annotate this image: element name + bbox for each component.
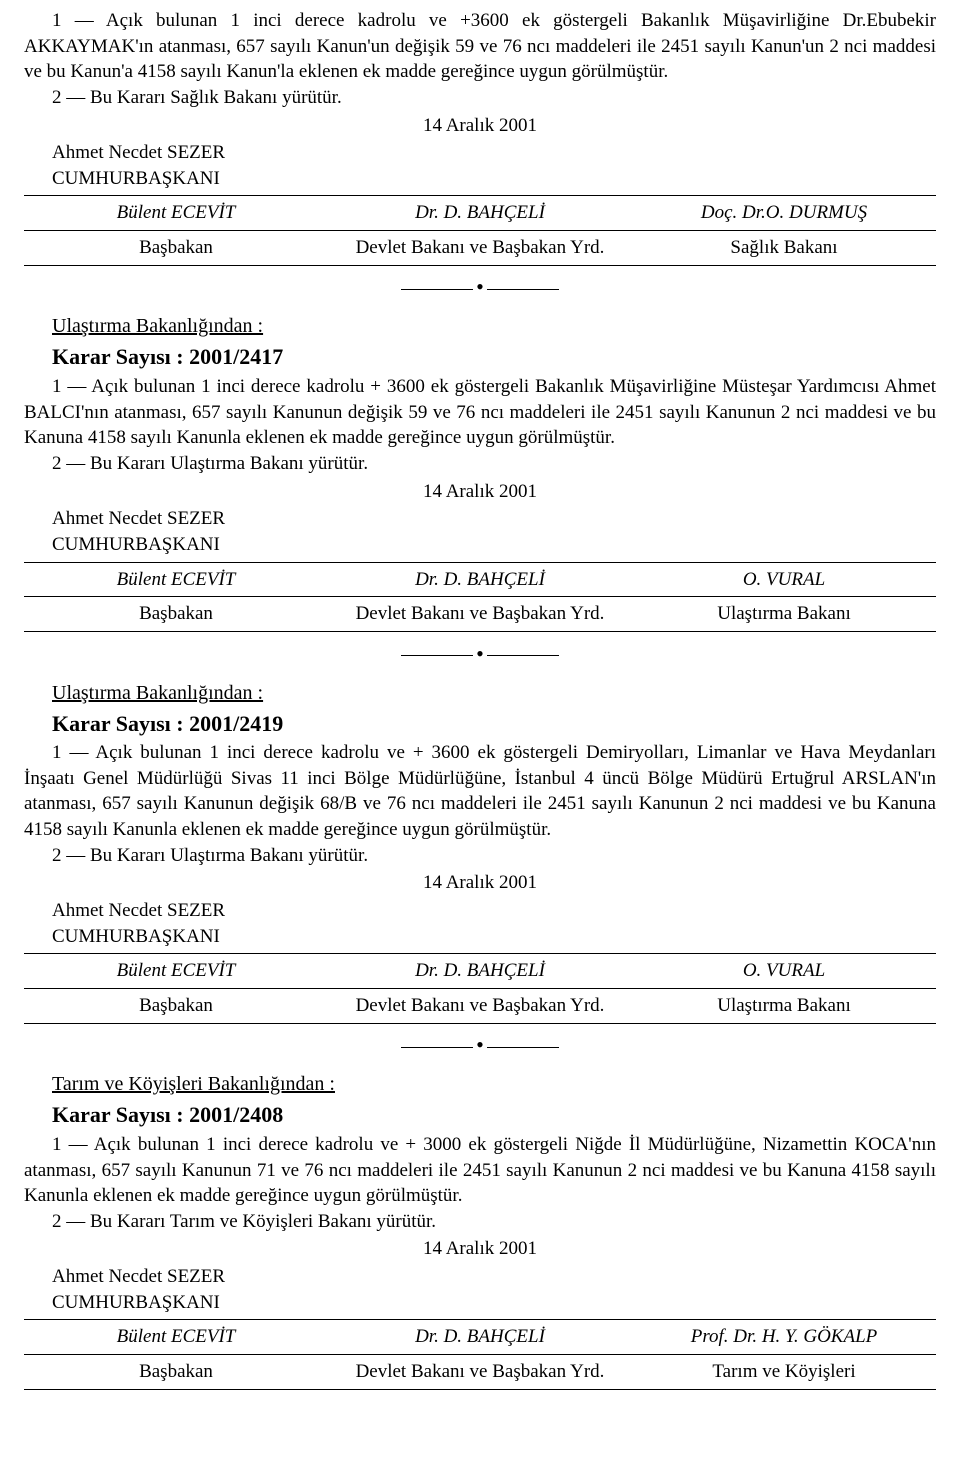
president-name: Ahmet Necdet SEZER bbox=[52, 506, 936, 532]
sign-col3-title: Tarım ve Köyişleri bbox=[632, 1355, 936, 1390]
president-name: Ahmet Necdet SEZER bbox=[52, 140, 936, 166]
ministry-heading: Tarım ve Köyişleri Bakanlığından : bbox=[52, 1071, 936, 1098]
separator: • bbox=[24, 1034, 936, 1060]
sign-col2-title: Devlet Bakanı ve Başbakan Yrd. bbox=[328, 597, 632, 632]
president-signature: Ahmet Necdet SEZER CUMHURBAŞKANI bbox=[52, 898, 936, 949]
signature-table: Bülent ECEVİT Dr. D. BAHÇELİ O. VURAL Ba… bbox=[24, 562, 936, 632]
karar-heading: Karar Sayısı : 2001/2408 bbox=[52, 1100, 936, 1130]
sign-col1-name: Bülent ECEVİT bbox=[24, 1320, 328, 1355]
president-signature: Ahmet Necdet SEZER CUMHURBAŞKANI bbox=[52, 140, 936, 191]
ministry-heading: Ulaştırma Bakanlığından : bbox=[52, 313, 936, 340]
president-name: Ahmet Necdet SEZER bbox=[52, 1264, 936, 1290]
signature-table: Bülent ECEVİT Dr. D. BAHÇELİ Doç. Dr.O. … bbox=[24, 195, 936, 265]
sign-col1-name: Bülent ECEVİT bbox=[24, 562, 328, 597]
decree-body: 1 — Açık bulunan 1 inci derece kadrolu v… bbox=[24, 1132, 936, 1209]
sign-col1-title: Başbakan bbox=[24, 597, 328, 632]
president-name: Ahmet Necdet SEZER bbox=[52, 898, 936, 924]
decree-date: 14 Aralık 2001 bbox=[24, 1236, 936, 1262]
sign-col3-name: Doç. Dr.O. DURMUŞ bbox=[632, 196, 936, 231]
karar-heading: Karar Sayısı : 2001/2419 bbox=[52, 709, 936, 739]
decree-date: 14 Aralık 2001 bbox=[24, 870, 936, 896]
sign-col3-title: Ulaştırma Bakanı bbox=[632, 988, 936, 1023]
signature-table: Bülent ECEVİT Dr. D. BAHÇELİ O. VURAL Ba… bbox=[24, 953, 936, 1023]
signature-table: Bülent ECEVİT Dr. D. BAHÇELİ Prof. Dr. H… bbox=[24, 1319, 936, 1389]
sign-col3-name: O. VURAL bbox=[632, 562, 936, 597]
decree-date: 14 Aralık 2001 bbox=[24, 113, 936, 139]
sign-col1-title: Başbakan bbox=[24, 1355, 328, 1390]
decree-date: 14 Aralık 2001 bbox=[24, 479, 936, 505]
decree-body: 1 — Açık bulunan 1 inci derece kadrolu v… bbox=[24, 8, 936, 85]
president-signature: Ahmet Necdet SEZER CUMHURBAŞKANI bbox=[52, 506, 936, 557]
sign-col3-name: O. VURAL bbox=[632, 954, 936, 989]
sign-col1-name: Bülent ECEVİT bbox=[24, 954, 328, 989]
sign-col3-title: Ulaştırma Bakanı bbox=[632, 597, 936, 632]
sign-col2-name: Dr. D. BAHÇELİ bbox=[328, 196, 632, 231]
sign-col2-title: Devlet Bakanı ve Başbakan Yrd. bbox=[328, 988, 632, 1023]
karar-heading: Karar Sayısı : 2001/2417 bbox=[52, 342, 936, 372]
separator: • bbox=[24, 642, 936, 668]
separator: • bbox=[24, 276, 936, 302]
decree-item2: 2 — Bu Kararı Tarım ve Köyişleri Bakanı … bbox=[24, 1209, 936, 1235]
sign-col1-title: Başbakan bbox=[24, 231, 328, 266]
president-title: CUMHURBAŞKANI bbox=[52, 1290, 936, 1316]
sign-col2-name: Dr. D. BAHÇELİ bbox=[328, 954, 632, 989]
sign-col3-title: Sağlık Bakanı bbox=[632, 231, 936, 266]
sign-col1-name: Bülent ECEVİT bbox=[24, 196, 328, 231]
decree-item2: 2 — Bu Kararı Ulaştırma Bakanı yürütür. bbox=[24, 451, 936, 477]
sign-col2-title: Devlet Bakanı ve Başbakan Yrd. bbox=[328, 231, 632, 266]
decree-body: 1 — Açık bulunan 1 inci derece kadrolu +… bbox=[24, 374, 936, 451]
president-title: CUMHURBAŞKANI bbox=[52, 532, 936, 558]
sign-col3-name: Prof. Dr. H. Y. GÖKALP bbox=[632, 1320, 936, 1355]
sign-col1-title: Başbakan bbox=[24, 988, 328, 1023]
sign-col2-name: Dr. D. BAHÇELİ bbox=[328, 1320, 632, 1355]
president-title: CUMHURBAŞKANI bbox=[52, 166, 936, 192]
decree-body: 1 — Açık bulunan 1 inci derece kadrolu v… bbox=[24, 740, 936, 843]
president-title: CUMHURBAŞKANI bbox=[52, 924, 936, 950]
ministry-heading: Ulaştırma Bakanlığından : bbox=[52, 680, 936, 707]
sign-col2-name: Dr. D. BAHÇELİ bbox=[328, 562, 632, 597]
decree-item2: 2 — Bu Kararı Ulaştırma Bakanı yürütür. bbox=[24, 843, 936, 869]
decree-item2: 2 — Bu Kararı Sağlık Bakanı yürütür. bbox=[24, 85, 936, 111]
sign-col2-title: Devlet Bakanı ve Başbakan Yrd. bbox=[328, 1355, 632, 1390]
president-signature: Ahmet Necdet SEZER CUMHURBAŞKANI bbox=[52, 1264, 936, 1315]
